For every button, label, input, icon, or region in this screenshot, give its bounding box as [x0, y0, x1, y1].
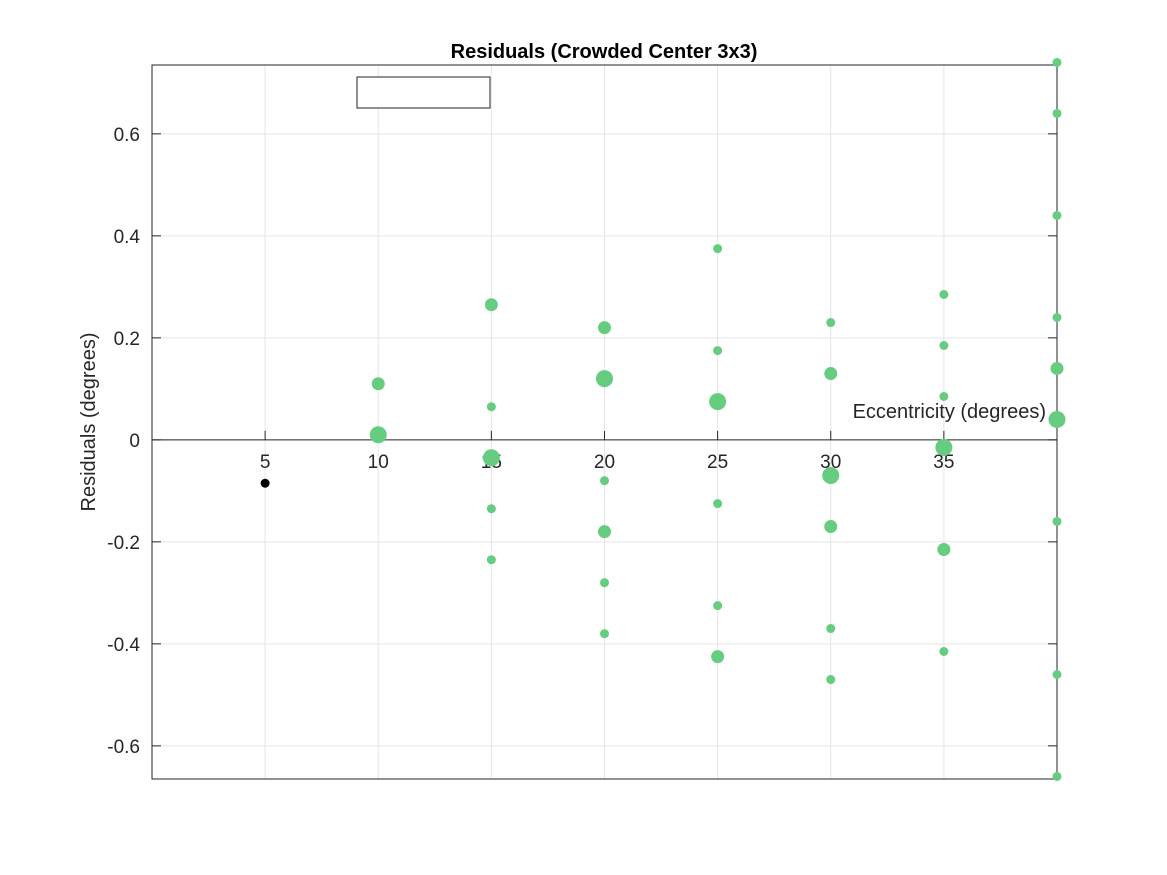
data-point [371, 377, 385, 391]
data-point [260, 478, 270, 488]
data-point [939, 341, 949, 350]
data-points [260, 57, 1066, 781]
data-point [826, 624, 836, 634]
data-point [1052, 516, 1062, 526]
data-point [598, 525, 611, 539]
data-point [1052, 108, 1062, 118]
x-tick-labels: 5101520253035 [260, 452, 955, 473]
data-point [600, 629, 609, 639]
data-point [600, 476, 609, 486]
data-point [713, 346, 723, 356]
y-tick-label: 0.4 [114, 227, 141, 248]
data-point [486, 504, 496, 514]
data-point [713, 601, 723, 611]
data-point [939, 647, 949, 656]
data-point [709, 393, 727, 411]
data-point [1052, 669, 1062, 679]
data-point [1048, 410, 1066, 428]
x-tick-label: 25 [707, 452, 728, 473]
x-tick-label: 10 [368, 452, 389, 473]
data-point [713, 499, 723, 509]
data-point [826, 318, 836, 328]
y-tick-label: 0.2 [114, 329, 140, 350]
data-point [1052, 57, 1062, 67]
data-point [713, 244, 723, 254]
data-point [822, 467, 840, 485]
y-tick-label: -0.4 [107, 635, 140, 656]
x-tick-label: 5 [260, 452, 271, 473]
data-point [482, 449, 500, 467]
data-point [596, 370, 613, 388]
data-point [1052, 210, 1062, 220]
data-point [598, 321, 611, 335]
y-axis-label: Residuals (degrees) [78, 333, 100, 512]
data-point [939, 392, 949, 401]
y-tick-label: 0.6 [114, 125, 140, 146]
x-axis-label: Eccentricity (degrees) [853, 401, 1046, 423]
data-point [824, 520, 838, 534]
data-point [935, 439, 953, 456]
y-tick-labels: -0.6 -0.4 -0.2 0 0.2 0.4 0.6 [107, 125, 140, 758]
data-point [486, 555, 496, 565]
x-tick-label: 20 [594, 452, 615, 473]
data-point [937, 543, 951, 556]
data-point [484, 298, 498, 312]
y-tick-label: -0.6 [107, 737, 140, 758]
data-point [369, 426, 387, 444]
data-point [711, 650, 725, 664]
y-tick-label: -0.2 [107, 533, 140, 554]
data-point [1052, 312, 1062, 322]
data-point [939, 290, 949, 299]
data-point [486, 402, 496, 412]
x-tick-label: 30 [820, 452, 841, 473]
data-point [824, 367, 838, 381]
chart-title: Residuals (Crowded Center 3x3) [451, 41, 758, 63]
data-point [826, 675, 836, 685]
data-point [600, 578, 609, 588]
data-point [1050, 361, 1064, 375]
y-tick-label: 0 [129, 431, 140, 452]
legend-box [356, 76, 491, 109]
x-tick-label: 35 [933, 452, 954, 473]
data-point [1052, 771, 1062, 781]
